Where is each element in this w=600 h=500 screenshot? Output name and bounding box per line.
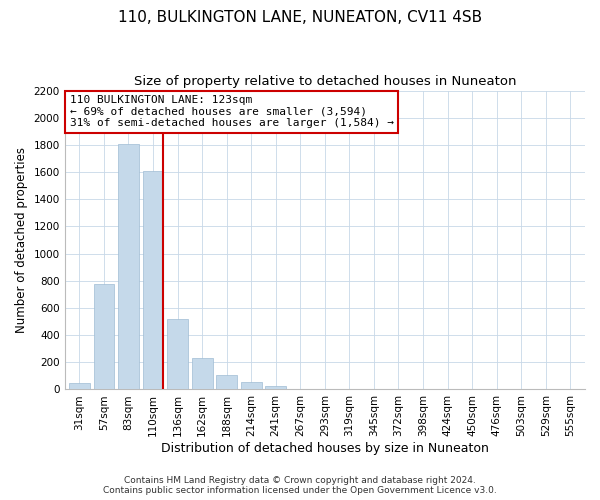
Bar [191,358,212,390]
Bar [69,382,90,390]
X-axis label: Distribution of detached houses by size in Nuneaton: Distribution of detached houses by size … [161,442,489,455]
Text: Contains HM Land Registry data © Crown copyright and database right 2024.
Contai: Contains HM Land Registry data © Crown c… [103,476,497,495]
Title: Size of property relative to detached houses in Nuneaton: Size of property relative to detached ho… [134,75,516,88]
Bar [94,284,115,390]
Bar [143,170,163,390]
Bar [167,319,188,390]
Bar [216,375,237,390]
Y-axis label: Number of detached properties: Number of detached properties [15,147,28,333]
Bar [265,386,286,390]
Text: 110 BULKINGTON LANE: 123sqm
← 69% of detached houses are smaller (3,594)
31% of : 110 BULKINGTON LANE: 123sqm ← 69% of det… [70,95,394,128]
Text: 110, BULKINGTON LANE, NUNEATON, CV11 4SB: 110, BULKINGTON LANE, NUNEATON, CV11 4SB [118,10,482,25]
Bar [118,144,139,390]
Bar [241,382,262,390]
